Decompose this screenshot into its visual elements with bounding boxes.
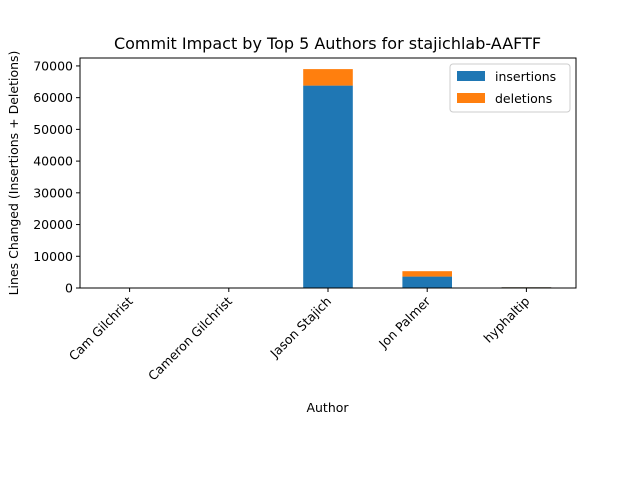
bar-deletions-3: [402, 271, 452, 276]
x-tick-label-0: Cam Gilchrist: [66, 293, 136, 363]
legend: insertions deletions: [450, 64, 570, 112]
y-tick-label-4: 40000: [33, 154, 73, 169]
chart-title: Commit Impact by Top 5 Authors for staji…: [114, 34, 541, 53]
y-tick-label-7: 70000: [33, 58, 73, 73]
y-axis-label: Lines Changed (Insertions + Deletions): [6, 51, 21, 296]
y-tick-label-1: 10000: [33, 249, 73, 264]
legend-label-deletions: deletions: [495, 91, 552, 106]
legend-label-insertions: insertions: [495, 69, 556, 84]
bar-insertions-2: [303, 86, 353, 288]
y-tick-label-6: 60000: [33, 90, 73, 105]
bar-insertions-3: [402, 277, 452, 288]
y-tick-label-2: 20000: [33, 217, 73, 232]
legend-swatch-insertions: [457, 71, 485, 81]
y-tick-label-3: 30000: [33, 185, 73, 200]
bar-deletions-2: [303, 69, 353, 85]
x-tick-label-3: Jon Palmer: [375, 293, 434, 352]
x-tick-label-1: Cameron Gilchrist: [145, 293, 235, 383]
y-tick-label-0: 0: [65, 281, 73, 296]
x-tick-label-4: hyphaltip: [480, 293, 532, 345]
legend-swatch-deletions: [457, 93, 485, 103]
x-tick-label-2: Jason Stajich: [266, 294, 334, 362]
x-axis-label: Author: [306, 400, 349, 415]
y-tick-label-5: 50000: [33, 122, 73, 137]
